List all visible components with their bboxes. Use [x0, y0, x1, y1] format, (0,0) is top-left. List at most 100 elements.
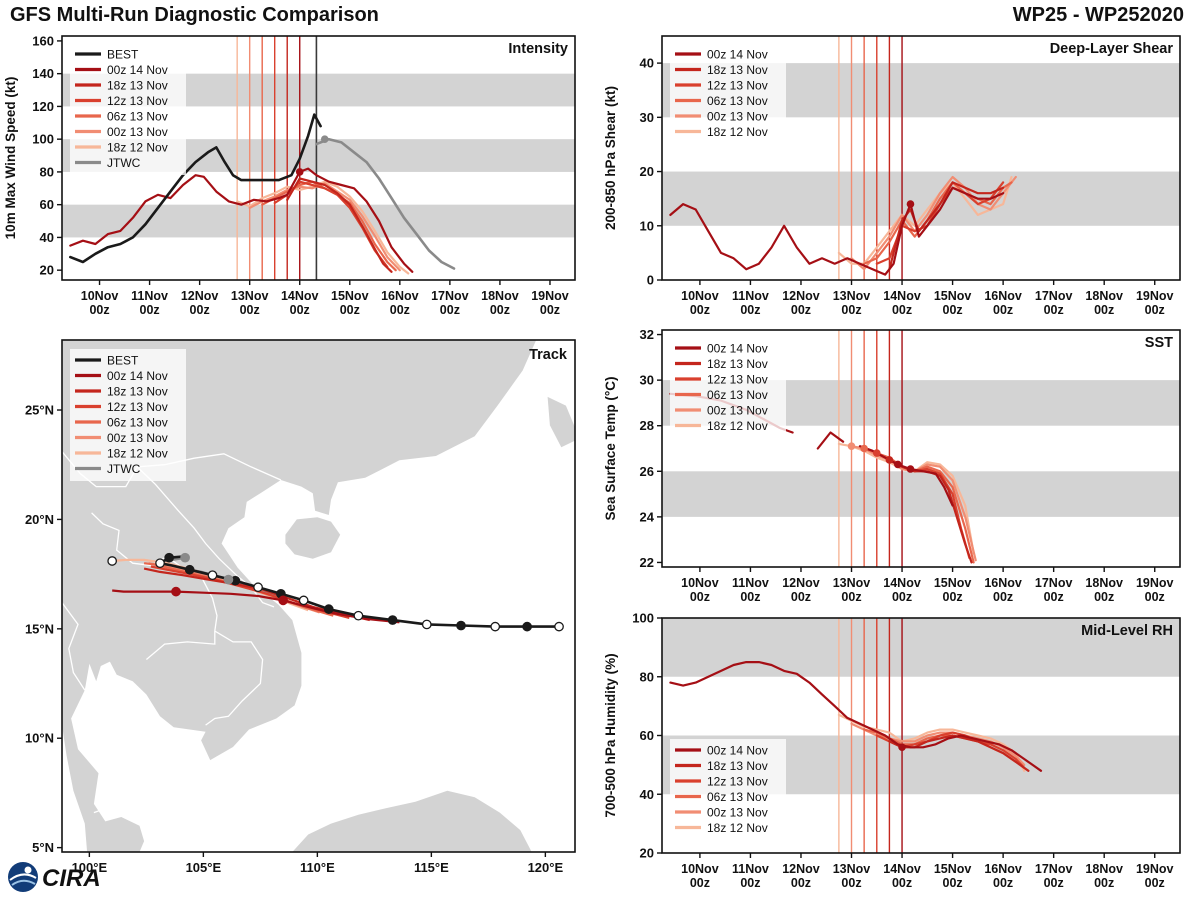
svg-text:40: 40: [640, 787, 654, 802]
svg-text:26: 26: [640, 464, 654, 479]
svg-text:12z 13 Nov: 12z 13 Nov: [107, 94, 168, 108]
svg-text:18z 12 Nov: 18z 12 Nov: [707, 125, 768, 139]
svg-text:00z: 00z: [690, 590, 710, 604]
svg-text:18Nov: 18Nov: [1085, 289, 1123, 303]
svg-text:16Nov: 16Nov: [984, 576, 1022, 590]
svg-text:18z 12 Nov: 18z 12 Nov: [107, 447, 168, 461]
svg-text:115°E: 115°E: [414, 860, 449, 875]
svg-text:00z: 00z: [740, 876, 760, 890]
svg-text:00z: 00z: [791, 590, 811, 604]
svg-text:12Nov: 12Nov: [782, 289, 820, 303]
svg-text:00z: 00z: [740, 303, 760, 317]
svg-text:100: 100: [632, 611, 654, 626]
svg-text:30: 30: [640, 373, 654, 388]
track-map: 5°N 10°N 15°N 20°N 25°N 100°E 105°E 110°E 115°E 1…: [25, 339, 576, 875]
svg-text:18z 12 Nov: 18z 12 Nov: [107, 141, 168, 155]
svg-text:00z: 00z: [1044, 303, 1064, 317]
svg-text:10Nov: 10Nov: [81, 289, 119, 303]
svg-text:10Nov: 10Nov: [681, 576, 719, 590]
svg-text:00z: 00z: [140, 303, 160, 317]
svg-text:20: 20: [640, 846, 654, 861]
svg-text:60: 60: [40, 197, 54, 212]
svg-text:14Nov: 14Nov: [883, 576, 921, 590]
svg-text:16Nov: 16Nov: [381, 289, 419, 303]
svg-text:40: 40: [40, 230, 54, 245]
svg-text:00z: 00z: [1145, 590, 1165, 604]
svg-text:00z: 00z: [943, 590, 963, 604]
svg-text:10Nov: 10Nov: [681, 289, 719, 303]
svg-text:24: 24: [640, 509, 655, 524]
svg-text:00z 14 Nov: 00z 14 Nov: [107, 369, 168, 383]
svg-text:19Nov: 19Nov: [1136, 862, 1174, 876]
svg-text:17Nov: 17Nov: [1035, 576, 1073, 590]
svg-text:30: 30: [640, 110, 654, 125]
svg-text:00z 13 Nov: 00z 13 Nov: [707, 110, 768, 124]
svg-text:12Nov: 12Nov: [181, 289, 219, 303]
svg-text:06z 13 Nov: 06z 13 Nov: [107, 416, 168, 430]
svg-text:18z 12 Nov: 18z 12 Nov: [707, 821, 768, 835]
svg-text:00z: 00z: [892, 303, 912, 317]
svg-text:06z 13 Nov: 06z 13 Nov: [707, 94, 768, 108]
svg-text:14Nov: 14Nov: [883, 862, 921, 876]
svg-text:12z 13 Nov: 12z 13 Nov: [107, 400, 168, 414]
svg-text:11Nov: 11Nov: [732, 862, 769, 876]
svg-text:00z 14 Nov: 00z 14 Nov: [707, 744, 768, 758]
svg-text:11Nov: 11Nov: [732, 289, 769, 303]
shear-chart: 01020304010Nov00z11Nov00z12Nov00z13Nov00…: [603, 35, 1181, 317]
svg-text:17Nov: 17Nov: [1035, 862, 1073, 876]
svg-text:12Nov: 12Nov: [782, 576, 820, 590]
svg-text:12z 13 Nov: 12z 13 Nov: [707, 775, 768, 789]
sst-chart: 22242628303210Nov00z11Nov00z12Nov00z13No…: [603, 327, 1181, 604]
svg-text:14Nov: 14Nov: [281, 289, 319, 303]
svg-text:15Nov: 15Nov: [934, 576, 972, 590]
svg-text:120: 120: [32, 99, 54, 114]
svg-text:22: 22: [640, 555, 654, 570]
svg-text:100: 100: [32, 132, 54, 147]
svg-text:00z: 00z: [340, 303, 360, 317]
svg-text:00z 13 Nov: 00z 13 Nov: [707, 404, 768, 418]
svg-text:32: 32: [640, 327, 654, 342]
shear-panel: 0 10 20 30 40 10Nov 00z 11Nov 00z 12Nov 00z 13Nov 00…: [600, 28, 1200, 330]
svg-text:00z: 00z: [1094, 303, 1114, 317]
svg-text:00z: 00z: [490, 303, 510, 317]
svg-text:15Nov: 15Nov: [934, 289, 972, 303]
svg-text:00z: 00z: [993, 303, 1013, 317]
svg-text:00z: 00z: [1145, 876, 1165, 890]
svg-text:00z: 00z: [1094, 876, 1114, 890]
main-title: GFS Multi-Run Diagnostic Comparison: [10, 4, 379, 26]
svg-text:28: 28: [640, 418, 654, 433]
svg-text:18Nov: 18Nov: [1085, 862, 1123, 876]
svg-text:15°N: 15°N: [25, 621, 54, 636]
svg-text:700-500 hPa Humidity (%): 700-500 hPa Humidity (%): [603, 653, 618, 817]
svg-text:00z 14 Nov: 00z 14 Nov: [707, 342, 768, 356]
svg-text:00z: 00z: [791, 303, 811, 317]
svg-text:Mid-Level RH: Mid-Level RH: [1081, 623, 1173, 639]
svg-text:00z 13 Nov: 00z 13 Nov: [707, 806, 768, 820]
svg-text:13Nov: 13Nov: [833, 576, 871, 590]
track-panel: 5°N 10°N 15°N 20°N 25°N 100°E 105°E 110°E 115°E 1…: [0, 330, 585, 900]
svg-text:19Nov: 19Nov: [1136, 289, 1174, 303]
svg-text:18z 12 Nov: 18z 12 Nov: [707, 419, 768, 433]
svg-text:00z: 00z: [943, 303, 963, 317]
svg-text:Intensity: Intensity: [508, 41, 568, 57]
svg-text:Sea Surface Temp (°C): Sea Surface Temp (°C): [603, 377, 618, 521]
svg-text:17Nov: 17Nov: [1035, 289, 1073, 303]
svg-text:00z 13 Nov: 00z 13 Nov: [107, 431, 168, 445]
svg-text:105°E: 105°E: [186, 860, 222, 875]
rh-chart: 2040608010010Nov00z11Nov00z12Nov00z13Nov…: [603, 611, 1181, 890]
svg-text:00z: 00z: [690, 303, 710, 317]
svg-text:13Nov: 13Nov: [833, 862, 871, 876]
cira-logo: CIRA: [4, 858, 124, 900]
svg-text:12Nov: 12Nov: [782, 862, 820, 876]
svg-text:00z: 00z: [791, 876, 811, 890]
svg-text:00z: 00z: [892, 876, 912, 890]
svg-text:19Nov: 19Nov: [531, 289, 569, 303]
svg-text:5°N: 5°N: [32, 840, 54, 855]
svg-text:00z: 00z: [841, 590, 861, 604]
svg-text:00z 14 Nov: 00z 14 Nov: [707, 48, 768, 62]
intensity-chart: 2040608010012014016010Nov00z11Nov00z12No…: [3, 33, 576, 317]
svg-text:110°E: 110°E: [300, 860, 335, 875]
svg-text:10m Max Wind Speed (kt): 10m Max Wind Speed (kt): [3, 77, 18, 240]
svg-text:00z: 00z: [740, 590, 760, 604]
cira-logo-text: CIRA: [42, 865, 101, 892]
